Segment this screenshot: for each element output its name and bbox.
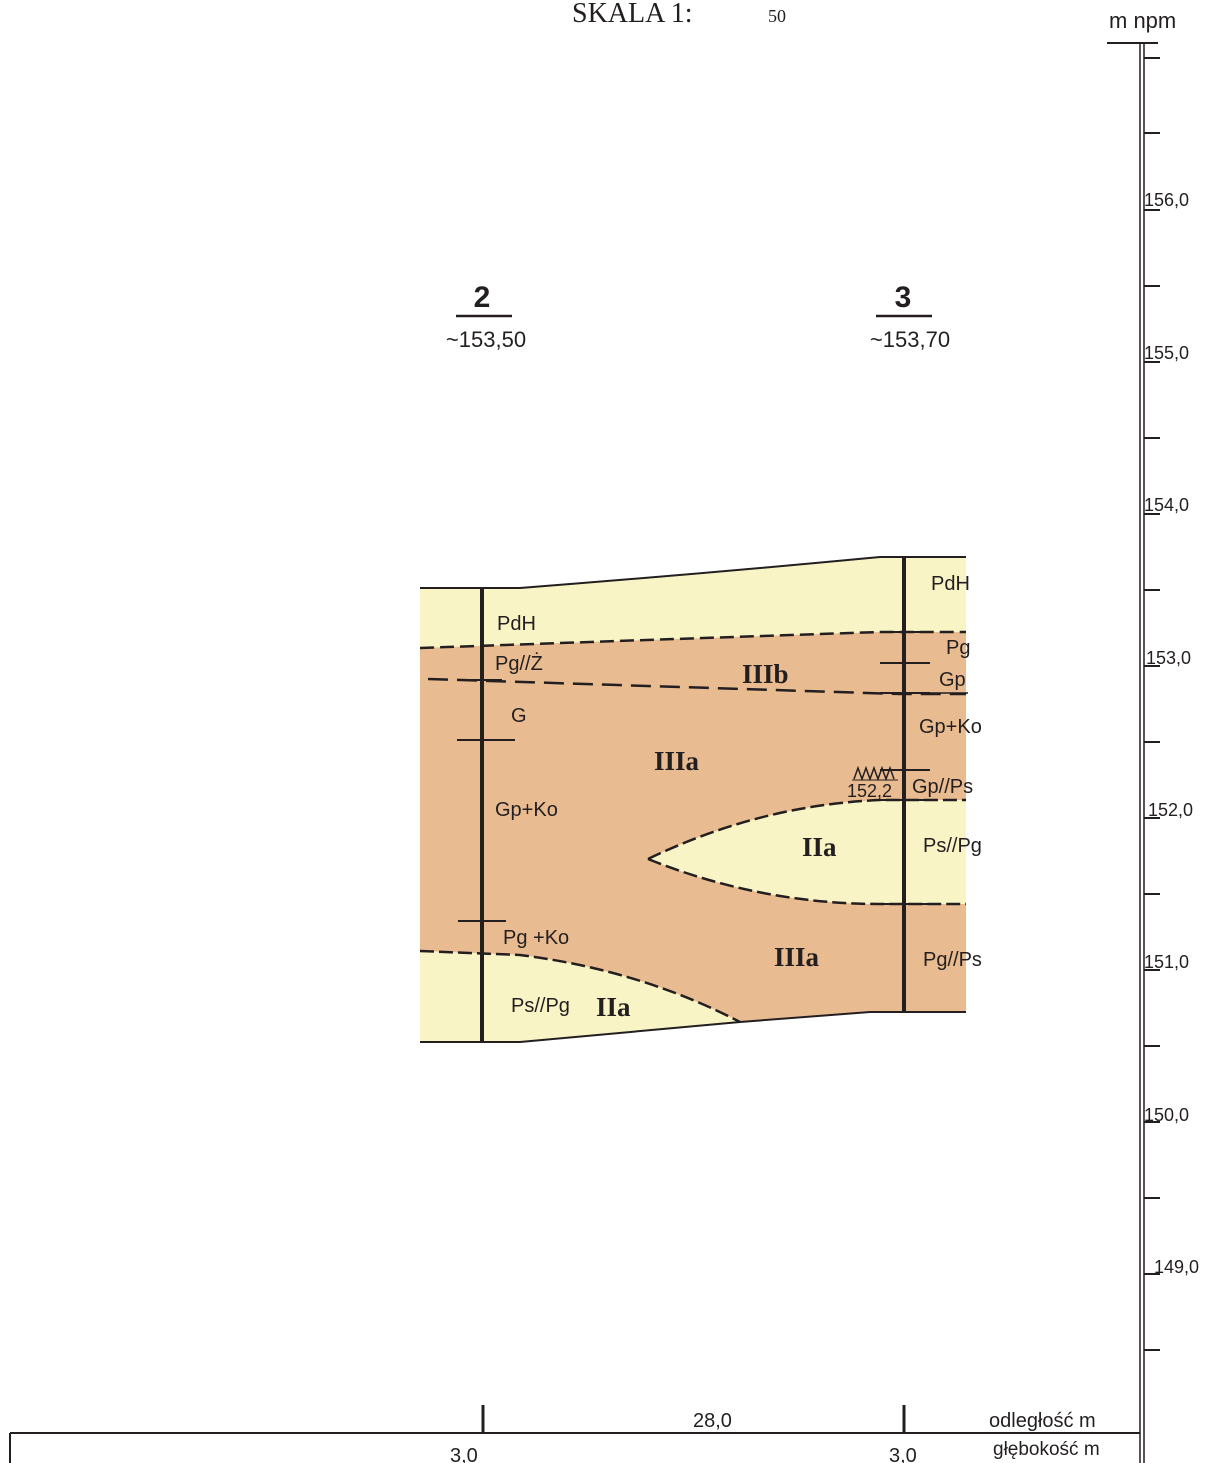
bh2-layer-ps-pg: Ps//Pg [511, 995, 570, 1017]
axis-tick-151: 151,0 [1144, 952, 1189, 972]
sand-layer-bottom-iia [420, 951, 740, 1042]
zone-iia-bottom: IIa [596, 992, 631, 1022]
bh2-layer-g: G [511, 705, 527, 727]
bh2-layer-pdh: PdH [497, 613, 536, 635]
axis-tick-153: 153,0 [1146, 648, 1191, 668]
elevation-axis: m npm 156,0 155,0 154,0 153,0 152,0 151,… [1107, 8, 1199, 1463]
scale-label: SKALA 1: [572, 0, 693, 29]
depth-borehole-2: 3,0 [450, 1445, 478, 1463]
borehole-3-elevation: ~153,70 [870, 327, 950, 352]
depth-label: głębokość m [993, 1439, 1100, 1460]
distance-depth-table: 28,0 odległość m 3,0 3,0 głębokość m [9, 1405, 1140, 1463]
axis-tick-149: 149,0 [1154, 1257, 1199, 1277]
bh3-layer-gp-ps: Gp//Ps [912, 776, 973, 798]
bh3-layer-pg: Pg [946, 637, 970, 659]
axis-unit: m npm [1109, 8, 1176, 33]
borehole-3: 3 ~153,70 PdH Pg Gp Gp+Ko Gp//Ps Ps//Pg … [847, 281, 982, 1012]
bh3-layer-gp-ko: Gp+Ko [919, 716, 982, 738]
axis-tick-156: 156,0 [1144, 190, 1189, 210]
zone-iiib: IIIb [742, 659, 789, 689]
sand-layer-pdh [420, 557, 966, 648]
axis-tick-150: 150,0 [1144, 1105, 1189, 1125]
distance-label: odległość m [989, 1410, 1096, 1432]
clay-layer-main [420, 632, 966, 1022]
bh2-layer-pg-z: Pg//Ż [495, 652, 543, 675]
bh3-layer-pg-ps: Pg//Ps [923, 949, 982, 971]
water-level-symbol [853, 765, 895, 782]
water-level-value: 152,2 [847, 781, 892, 801]
bh3-layer-pdh: PdH [931, 573, 970, 595]
scale-denominator: 50 [768, 6, 786, 26]
borehole-2: 2 ~153,50 PdH Pg//Ż G Gp+Ko Pg +Ko Ps//P… [446, 281, 570, 1042]
zone-iiia-lower: IIIa [774, 942, 820, 972]
borehole-2-elevation: ~153,50 [446, 327, 526, 352]
bh3-layer-gp: Gp [939, 669, 966, 691]
borehole-2-number: 2 [474, 281, 491, 314]
bh3-layer-ps-pg: Ps//Pg [923, 835, 982, 857]
borehole-3-number: 3 [895, 281, 912, 314]
bh2-layer-pg-ko: Pg +Ko [503, 927, 569, 949]
distance-value: 28,0 [693, 1410, 732, 1432]
axis-tick-154: 154,0 [1144, 495, 1189, 515]
axis-tick-152: 152,0 [1148, 800, 1193, 820]
zone-iia-lens: IIa [802, 832, 837, 862]
bh2-layer-gp-ko: Gp+Ko [495, 799, 558, 821]
sand-lens-iia [648, 800, 966, 904]
zone-iiia-upper: IIIa [654, 746, 700, 776]
axis-tick-155: 155,0 [1144, 343, 1189, 363]
depth-borehole-3: 3,0 [889, 1445, 917, 1463]
